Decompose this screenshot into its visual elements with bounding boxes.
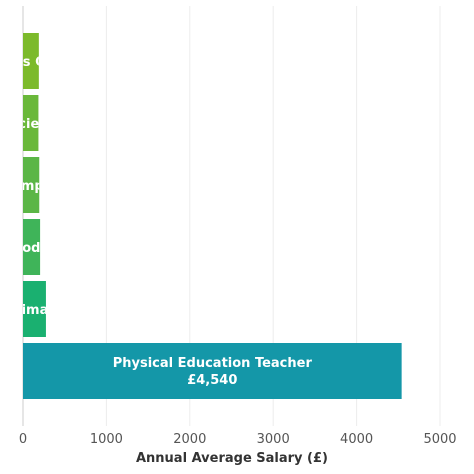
x-tick-label: 1000 bbox=[90, 432, 123, 447]
bar-category-label: Self-Employed bbox=[0, 179, 84, 194]
bar bbox=[23, 95, 39, 151]
bar bbox=[23, 33, 39, 89]
bar bbox=[23, 281, 46, 337]
bar-category-label: Sports Scientist and bbox=[0, 117, 105, 132]
bar-category-label: Primary bbox=[6, 303, 64, 318]
bar-group: Model bbox=[9, 219, 53, 275]
bars-group: Sports Coach Sports Scientist and Self-Emp… bbox=[0, 33, 402, 399]
bar-group: Sports Coach bbox=[0, 33, 79, 89]
x-tick-label: 3000 bbox=[257, 432, 290, 447]
bar bbox=[23, 219, 41, 275]
bar-group: Sports Scientist and bbox=[0, 95, 105, 151]
bar-category-label: Model bbox=[9, 241, 53, 256]
bar-group: Primary bbox=[6, 281, 64, 337]
x-tick-label: 4000 bbox=[340, 432, 373, 447]
x-tick-labels: 0 1000 2000 3000 4000 5000 bbox=[19, 432, 457, 447]
x-tick-label: 0 bbox=[19, 432, 27, 447]
bar-category-label: Physical Education Teacher bbox=[113, 356, 313, 371]
bar-category-label: Sports Coach bbox=[0, 55, 79, 70]
bar bbox=[23, 157, 40, 213]
x-tick-label: 5000 bbox=[423, 432, 456, 447]
x-axis-title: Annual Average Salary (£) bbox=[136, 451, 328, 466]
x-tick-label: 2000 bbox=[173, 432, 206, 447]
bar-group: Self-Employed bbox=[0, 157, 84, 213]
bar bbox=[23, 343, 402, 399]
bar-value-label: £4,540 bbox=[187, 373, 237, 388]
bar-group: Physical Education Teacher £4,540 bbox=[23, 343, 402, 399]
